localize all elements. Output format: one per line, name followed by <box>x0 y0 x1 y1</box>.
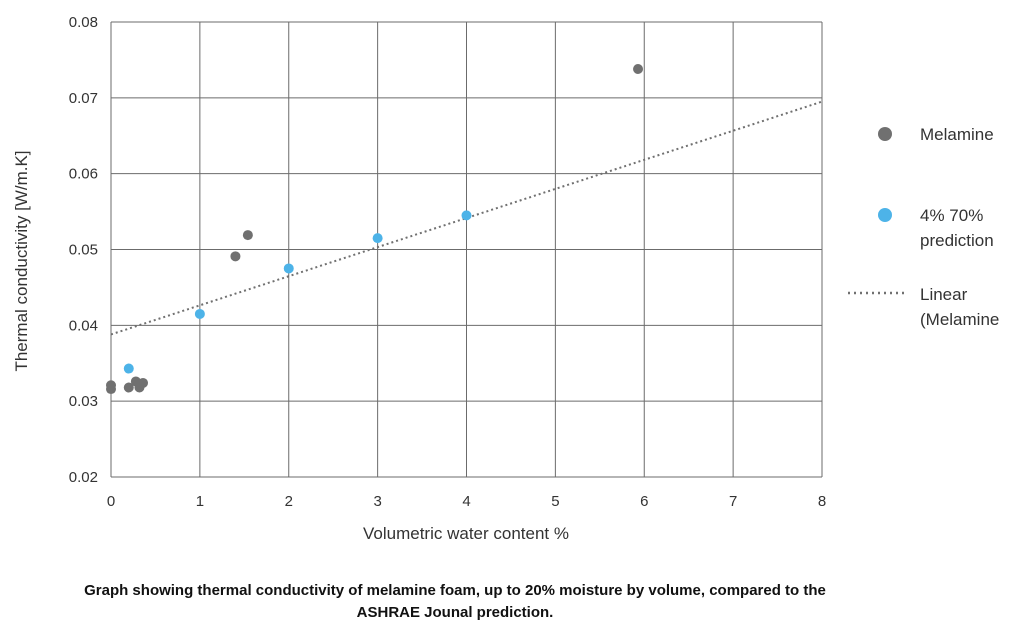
x-tick-label: 3 <box>373 493 381 510</box>
legend-label: (Melamine <box>920 310 999 329</box>
x-tick-label: 4 <box>462 493 470 510</box>
x-tick-label: 0 <box>107 493 115 510</box>
melamine-point <box>242 230 253 241</box>
legend: Melamine 4% 70% prediction Linear (Melamine <box>848 125 999 329</box>
y-axis-title: Thermal conductivity [W/m.K] <box>12 150 31 371</box>
grid <box>110 21 823 478</box>
legend-marker <box>878 208 892 222</box>
y-tick-label: 0.05 <box>69 242 98 259</box>
y-tick-label: 0.04 <box>69 317 98 334</box>
melamine-point <box>123 382 134 393</box>
y-tick-label: 0.02 <box>69 469 98 486</box>
prediction-point <box>194 308 205 319</box>
y-tick-label: 0.08 <box>69 14 98 31</box>
melamine-point <box>633 64 644 75</box>
melamine-point <box>106 380 116 391</box>
prediction-point <box>461 210 472 221</box>
x-tick-label: 6 <box>640 493 648 510</box>
prediction-point <box>372 233 383 244</box>
figure-caption: Graph showing thermal conductivity of me… <box>84 582 826 621</box>
legend-entry: Melamine <box>878 125 994 144</box>
legend-marker <box>878 127 892 141</box>
legend-label: Linear <box>920 285 968 304</box>
legend-entry: 4% 70% prediction <box>878 206 994 250</box>
y-tick-labels: 0.02 0.03 0.04 0.05 0.06 0.07 0.08 <box>69 14 98 486</box>
x-tick-label: 1 <box>196 493 204 510</box>
legend-label: prediction <box>920 231 994 250</box>
x-tick-label: 5 <box>551 493 559 510</box>
y-tick-label: 0.03 <box>69 393 98 410</box>
melamine-point <box>137 377 148 388</box>
x-tick-labels: 0 1 2 3 4 5 6 7 8 <box>107 493 826 510</box>
legend-label: Melamine <box>920 125 994 144</box>
points-group <box>106 64 644 395</box>
prediction-point <box>123 363 134 374</box>
legend-label: 4% 70% <box>920 206 983 225</box>
x-axis-title: Volumetric water content % <box>363 524 569 543</box>
melamine-point <box>230 251 241 262</box>
legend-entry: Linear (Melamine <box>848 285 999 329</box>
y-tick-label: 0.06 <box>69 166 98 183</box>
x-tick-label: 7 <box>729 493 737 510</box>
x-tick-label: 2 <box>285 493 293 510</box>
x-tick-label: 8 <box>818 493 826 510</box>
prediction-point <box>283 263 294 274</box>
y-tick-label: 0.07 <box>69 90 98 107</box>
